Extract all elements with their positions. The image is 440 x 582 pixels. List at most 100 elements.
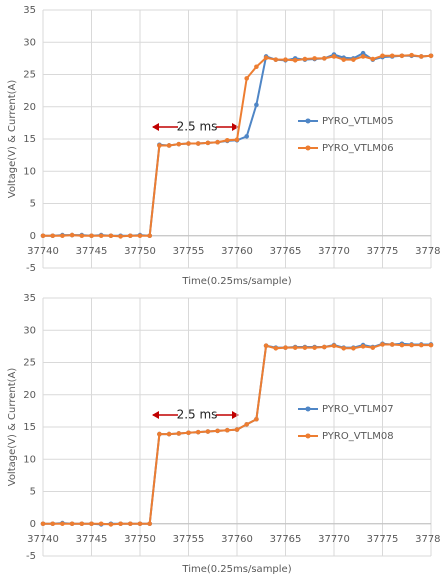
y-tick-label: 10 [23, 166, 36, 177]
point [273, 346, 279, 351]
point [360, 50, 366, 56]
point [341, 346, 347, 351]
y-tick-label: 0 [30, 231, 36, 242]
point [98, 233, 104, 239]
point [118, 521, 123, 527]
annotation: 2.5 ms [177, 120, 218, 134]
point [419, 54, 424, 59]
point [50, 233, 55, 239]
point [50, 521, 55, 527]
point [176, 141, 182, 147]
x-tick-label: 37750 [124, 246, 156, 257]
y-tick-label: 35 [23, 5, 36, 16]
point [157, 143, 162, 148]
point [244, 76, 249, 81]
y-axis-title: Voltage(V) & Current(A) [7, 80, 18, 199]
point [215, 428, 220, 434]
point [137, 233, 143, 239]
point [108, 522, 114, 527]
x-tick-label: 37775 [367, 246, 399, 257]
point [147, 233, 152, 239]
point [234, 427, 240, 432]
point [195, 141, 201, 146]
point [292, 345, 298, 350]
legend-marker [305, 433, 311, 439]
point [360, 54, 366, 59]
point [244, 134, 249, 139]
point [166, 143, 172, 148]
point [40, 233, 46, 239]
x-tick-label: 37765 [270, 534, 302, 545]
x-tick-label: 37745 [76, 534, 108, 545]
y-tick-label: 5 [30, 487, 36, 498]
point [205, 140, 211, 146]
point [389, 342, 395, 347]
point [254, 416, 259, 422]
legend-marker [305, 406, 311, 412]
point [118, 234, 123, 239]
y-tick-label: 5 [30, 199, 36, 210]
y-tick-label: 20 [23, 390, 36, 401]
y-tick-label: 20 [23, 102, 36, 113]
point [137, 521, 143, 527]
point [79, 521, 85, 527]
point [341, 57, 347, 62]
point [234, 137, 240, 142]
x-tick-label: 37770 [318, 246, 350, 257]
point [263, 343, 269, 349]
x-tick-label: 37770 [318, 534, 350, 545]
point [79, 233, 85, 239]
point [186, 141, 191, 146]
legend-label: PYRO_VTLM07 [322, 404, 394, 415]
point [302, 345, 308, 350]
point [128, 521, 133, 527]
y-tick-label: -5 [26, 263, 36, 274]
y-tick-label: 15 [23, 422, 36, 433]
point [98, 521, 104, 527]
point [380, 342, 385, 347]
y-tick-label: 30 [23, 37, 36, 48]
point [389, 53, 395, 59]
point [312, 345, 317, 350]
y-tick-label: 25 [23, 70, 36, 81]
x-axis-title: Time(0.25ms/sample) [181, 276, 291, 287]
legend-marker [305, 145, 311, 151]
point [360, 344, 366, 349]
point [409, 52, 414, 58]
legend-label: PYRO_VTLM08 [322, 431, 394, 442]
x-tick-label: 37745 [76, 246, 108, 257]
point [186, 430, 191, 436]
x-tick-label: 37755 [173, 534, 205, 545]
x-tick-label: 37765 [270, 246, 302, 257]
point [244, 422, 249, 427]
y-tick-label: 0 [30, 519, 36, 530]
point [302, 56, 308, 62]
point [195, 429, 201, 435]
point [322, 56, 327, 61]
point [108, 233, 114, 239]
point [89, 233, 94, 239]
point [215, 139, 220, 145]
x-tick-label: 37775 [367, 534, 399, 545]
y-tick-label: -5 [26, 551, 36, 562]
point [331, 54, 337, 59]
point [60, 521, 65, 527]
x-tick-label: 37780 [415, 534, 440, 545]
legend-label: PYRO_VTLM06 [322, 143, 394, 154]
x-tick-label: 37780 [415, 246, 440, 257]
point [176, 431, 182, 436]
point [312, 56, 317, 61]
point [351, 57, 356, 62]
point [40, 521, 46, 527]
point [225, 427, 230, 433]
point [147, 521, 152, 527]
point [370, 56, 376, 62]
point [157, 431, 162, 437]
point [419, 342, 424, 348]
y-tick-label: 35 [23, 293, 36, 304]
point [292, 58, 298, 63]
point [60, 233, 65, 239]
point [322, 344, 327, 350]
x-tick-label: 37760 [221, 246, 253, 257]
point [399, 53, 405, 59]
